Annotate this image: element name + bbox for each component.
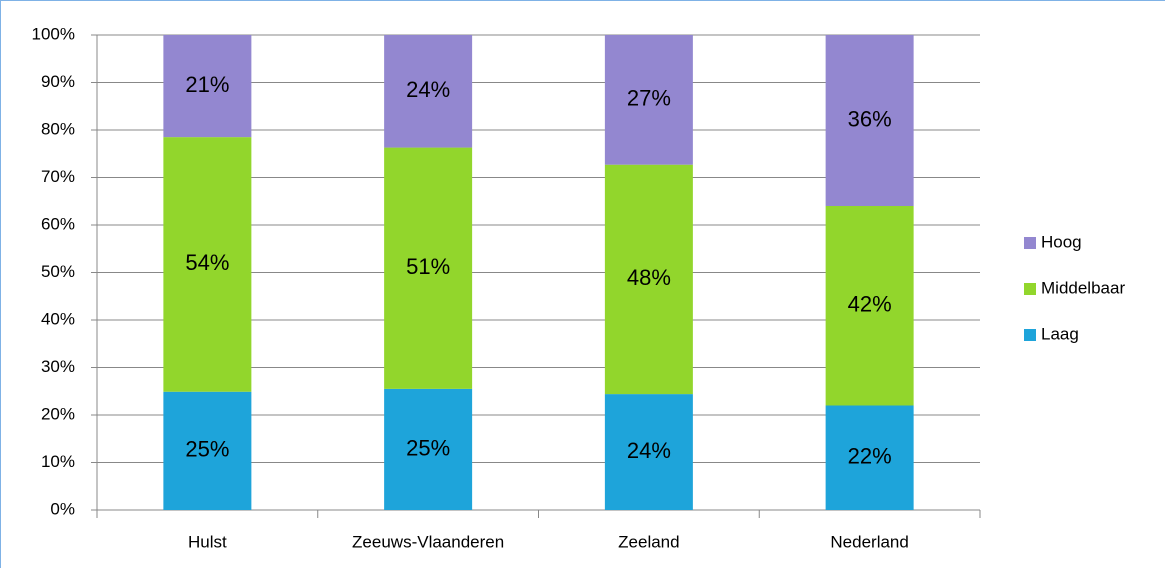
data-label: 25% bbox=[185, 437, 229, 462]
data-label: 25% bbox=[406, 435, 450, 460]
y-tick-label: 40% bbox=[41, 309, 75, 328]
bar-segment bbox=[384, 35, 473, 148]
legend-label: Hoog bbox=[1041, 232, 1082, 251]
x-tick-label: Hulst bbox=[188, 532, 227, 551]
legend-swatch bbox=[1024, 283, 1036, 295]
y-tick-label: 90% bbox=[41, 72, 75, 91]
data-label: 48% bbox=[627, 265, 671, 290]
data-label: 24% bbox=[406, 77, 450, 102]
legend-label: Laag bbox=[1041, 324, 1079, 343]
x-tick-label: Nederland bbox=[830, 532, 908, 551]
data-label: 51% bbox=[406, 254, 450, 279]
x-tick-label: Zeeland bbox=[618, 532, 679, 551]
bar-segment bbox=[384, 388, 473, 510]
data-label: 42% bbox=[848, 292, 892, 317]
y-tick-label: 10% bbox=[41, 452, 75, 471]
y-tick-label: 50% bbox=[41, 262, 75, 281]
y-tick-label: 100% bbox=[32, 24, 75, 43]
y-tick-label: 0% bbox=[50, 499, 75, 518]
bar-segment bbox=[604, 394, 693, 510]
bar-segment bbox=[604, 35, 693, 165]
bar-segment bbox=[163, 35, 252, 138]
data-label: 21% bbox=[185, 72, 229, 97]
bar-segment bbox=[604, 164, 693, 395]
y-tick-label: 20% bbox=[41, 404, 75, 423]
bar-segment bbox=[825, 35, 914, 206]
legend-swatch bbox=[1024, 237, 1036, 249]
data-label: 27% bbox=[627, 86, 671, 111]
legend-label: Middelbaar bbox=[1041, 278, 1125, 297]
bar-segment bbox=[384, 147, 473, 389]
y-tick-label: 60% bbox=[41, 214, 75, 233]
bar-segment bbox=[163, 391, 252, 510]
bar-segment bbox=[163, 137, 252, 392]
data-label: 54% bbox=[185, 250, 229, 275]
y-tick-label: 30% bbox=[41, 357, 75, 376]
data-label: 22% bbox=[848, 444, 892, 469]
bar-segment bbox=[825, 206, 914, 406]
data-label: 24% bbox=[627, 438, 671, 463]
bar-segment bbox=[825, 405, 914, 510]
x-tick-label: Zeeuws-Vlaanderen bbox=[352, 532, 504, 551]
legend-swatch bbox=[1024, 329, 1036, 341]
y-tick-label: 80% bbox=[41, 119, 75, 138]
y-tick-label: 70% bbox=[41, 167, 75, 186]
data-label: 36% bbox=[848, 106, 892, 131]
